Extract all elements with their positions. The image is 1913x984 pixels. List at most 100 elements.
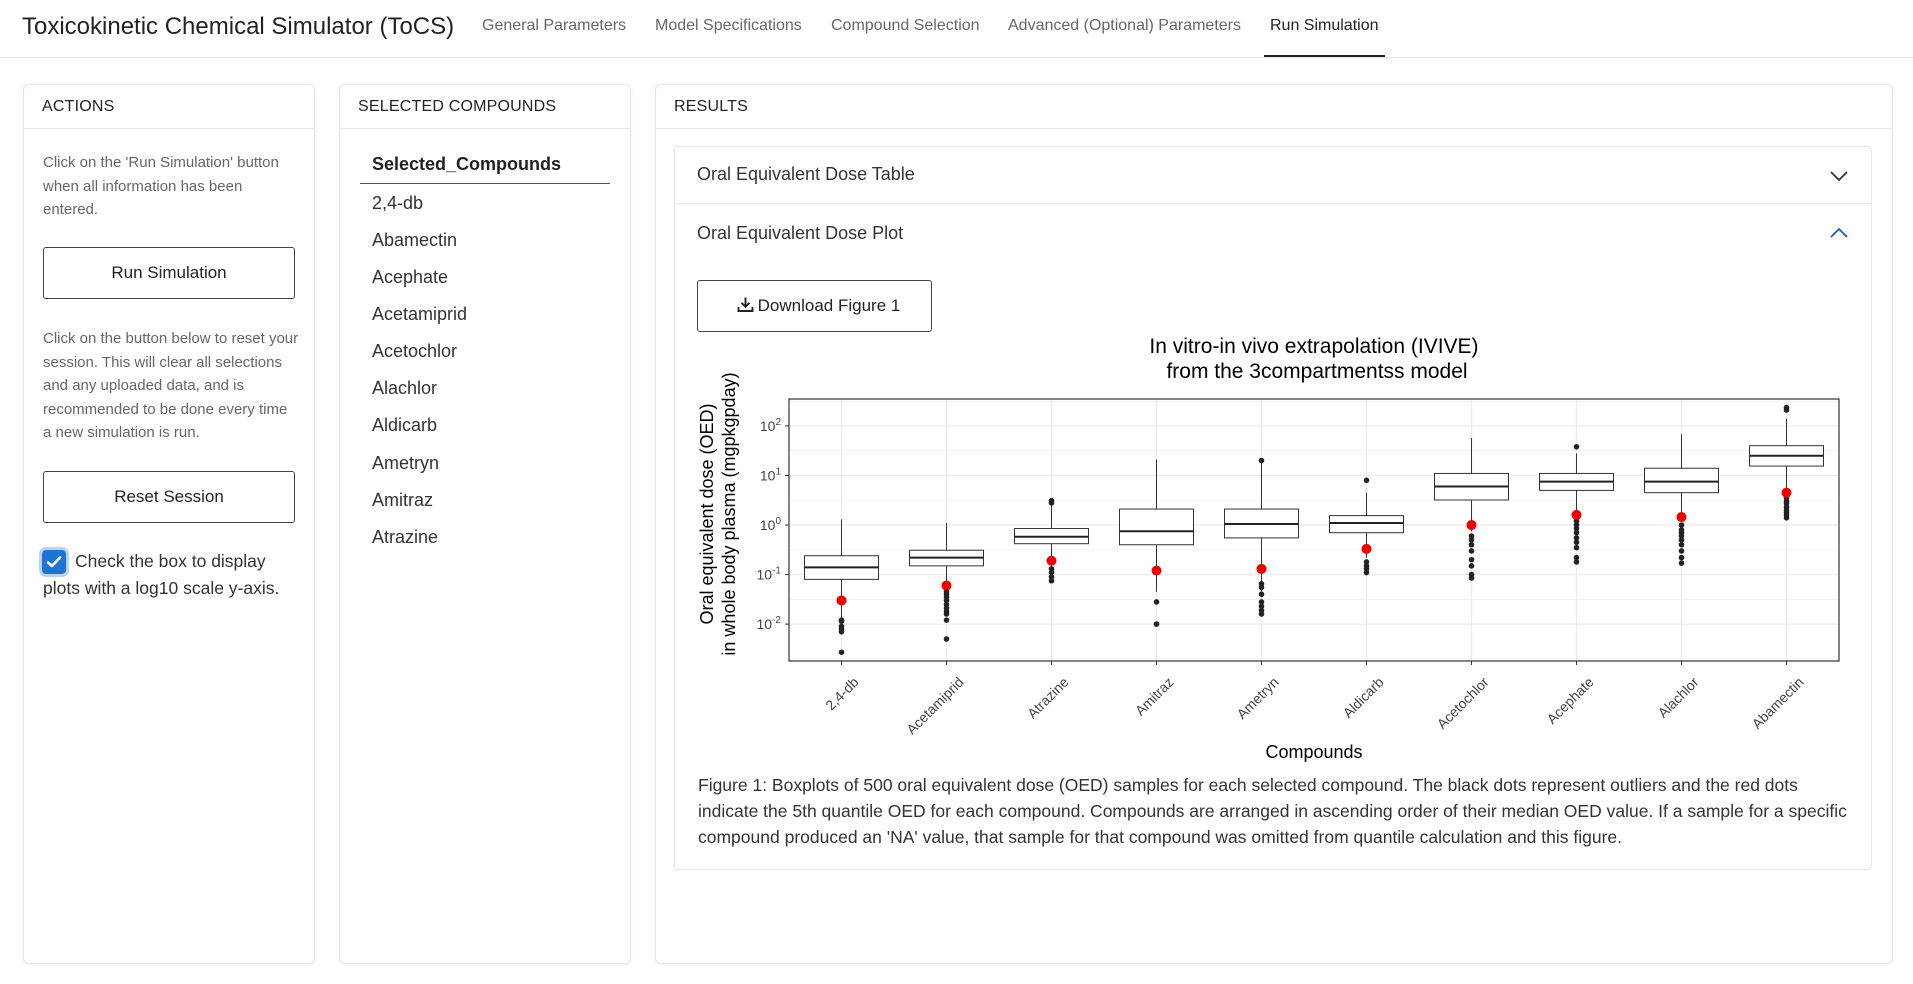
outlier-point [1573, 539, 1580, 546]
outlier-point [838, 649, 845, 656]
oed-table-title: Oral Equivalent Dose Table [697, 164, 915, 184]
compound-item: Atrazine [372, 527, 439, 547]
outlier-point [1468, 563, 1475, 569]
x-tick-label: 2,4-db [822, 674, 862, 714]
x-tick-label: Acetamiprid [903, 674, 967, 738]
log-scale-label[interactable]: Check the box to display plots with a lo… [43, 551, 280, 598]
actions-card: ACTIONS [23, 84, 315, 964]
outlier-point [1258, 599, 1265, 605]
outlier-point [838, 618, 845, 624]
box [1644, 467, 1719, 494]
quantile-point [1046, 555, 1057, 566]
run-simulation-button[interactable]: Run Simulation [43, 247, 295, 299]
download-figure-label: Download Figure 1 [757, 296, 901, 315]
outlier-point [1783, 404, 1790, 411]
outlier-point [1468, 537, 1475, 543]
compounds-column-header: Selected_Compounds [360, 154, 610, 184]
y-tick-label: 102 [760, 417, 782, 434]
outlier-point [943, 636, 950, 642]
outlier-point [1363, 477, 1370, 484]
oed-plot-title[interactable]: Oral Equivalent Dose Plot [697, 223, 904, 243]
log-scale-checkbox[interactable] [42, 550, 66, 574]
x-tick-label: Acetochlor [1434, 674, 1492, 732]
outlier-point [1678, 537, 1685, 543]
outlier-point [1048, 577, 1055, 584]
outlier-point [1363, 563, 1370, 569]
compound-item: Alachlor [372, 378, 438, 398]
x-tick-label: Atrazine [1024, 674, 1072, 722]
y-axis-label-line1: Oral equivalent dose (OED) [697, 403, 717, 624]
app-title: Toxicokinetic Chemical Simulator (ToCS) [22, 13, 455, 40]
quantile-point [1781, 487, 1792, 498]
tab-compound-selection[interactable]: Compound Selection [831, 17, 980, 34]
outlier-point [1573, 443, 1580, 450]
outlier-point [1258, 591, 1265, 598]
compound-item: Aldicarb [372, 415, 438, 435]
outlier-point [1258, 581, 1265, 587]
quantile-point [1256, 563, 1267, 574]
outlier-point [1048, 497, 1055, 504]
selected-compounds-header: SELECTED COMPOUNDS [340, 85, 630, 129]
outlier-point [1258, 607, 1265, 614]
navbar: Toxicokinetic Chemical Simulator (ToCS) … [0, 0, 1913, 58]
box [1119, 508, 1194, 546]
compound-item: Acetochlor [372, 341, 458, 361]
x-tick-label: Amitraz [1132, 674, 1177, 719]
x-tick-label: Acephate [1543, 674, 1596, 727]
quantile-point [1151, 565, 1162, 576]
chart-subtitle: from the 3compartmentss model [1166, 360, 1467, 383]
outlier-point [1678, 548, 1685, 554]
tab-run-simulation[interactable]: Run Simulation [1264, 0, 1385, 57]
outlier-point [1573, 544, 1580, 551]
compound-item: Abamectin [372, 230, 458, 250]
x-tick-label: Ametryn [1233, 674, 1281, 722]
outlier-point [1153, 599, 1160, 605]
y-tick-label: 101 [760, 466, 782, 483]
outlier-point [1678, 541, 1685, 548]
plot-panel [788, 398, 1840, 662]
x-tick-label: Aldicarb [1340, 674, 1387, 721]
x-tick-label: Alachlor [1655, 674, 1702, 721]
quantile-point [941, 580, 952, 591]
outlier-point [838, 623, 845, 630]
oed-boxplot-chart: In vitro-in vivo extrapolation (IVIVE) f… [697, 335, 1840, 762]
compound-item: Ametryn [372, 453, 440, 473]
x-axis-label: Compounds [1265, 742, 1362, 762]
chevron-up-icon[interactable] [1829, 226, 1849, 240]
outlier-point [1573, 529, 1580, 536]
y-tick-label: 100 [760, 516, 782, 533]
outlier-point [1573, 535, 1580, 541]
run-help-text: Click on the 'Run Simulation' button whe… [43, 154, 279, 218]
y-axis-label-line2: in whole body plasma (mgpkgpday) [719, 372, 739, 655]
download-icon [737, 297, 754, 312]
tab-general-parameters[interactable]: General Parameters [482, 17, 627, 34]
outlier-point [1573, 554, 1580, 561]
outlier-point [1678, 527, 1685, 533]
outlier-point [1153, 621, 1160, 627]
quantile-point [1361, 543, 1372, 554]
outlier-point [1678, 554, 1685, 561]
compound-item: Amitraz [372, 490, 434, 510]
tab-model-specifications[interactable]: Model Specifications [655, 17, 802, 34]
chart-title: In vitro-in vivo extrapolation (IVIVE) [1149, 335, 1478, 358]
outlier-point [1468, 571, 1475, 578]
results-header: RESULTS [656, 85, 1892, 129]
y-tick-label: 10-1 [757, 566, 782, 583]
outlier-point [1678, 560, 1685, 566]
outlier-point [1468, 533, 1475, 539]
actions-header: ACTIONS [24, 85, 314, 129]
tab-advanced-parameters[interactable]: Advanced (Optional) Parameters [1008, 17, 1241, 34]
outlier-point [1468, 556, 1475, 563]
compound-item: Acephate [372, 267, 449, 287]
outlier-point [1258, 603, 1265, 609]
x-tick-label: Abamectin [1749, 674, 1807, 732]
reset-session-button[interactable]: Reset Session [43, 471, 295, 523]
outlier-point [943, 617, 950, 623]
quantile-point [1676, 512, 1687, 523]
download-figure-button[interactable]: Download Figure 1 [697, 280, 932, 332]
outlier-point [943, 601, 950, 608]
chevron-down-icon[interactable] [1829, 169, 1849, 183]
figure-caption: Figure 1: Boxplots of 500 oral equivalen… [698, 775, 1847, 847]
checkmark-icon [46, 556, 62, 568]
oed-table-accordion[interactable]: Oral Equivalent Dose Table [674, 146, 1872, 204]
